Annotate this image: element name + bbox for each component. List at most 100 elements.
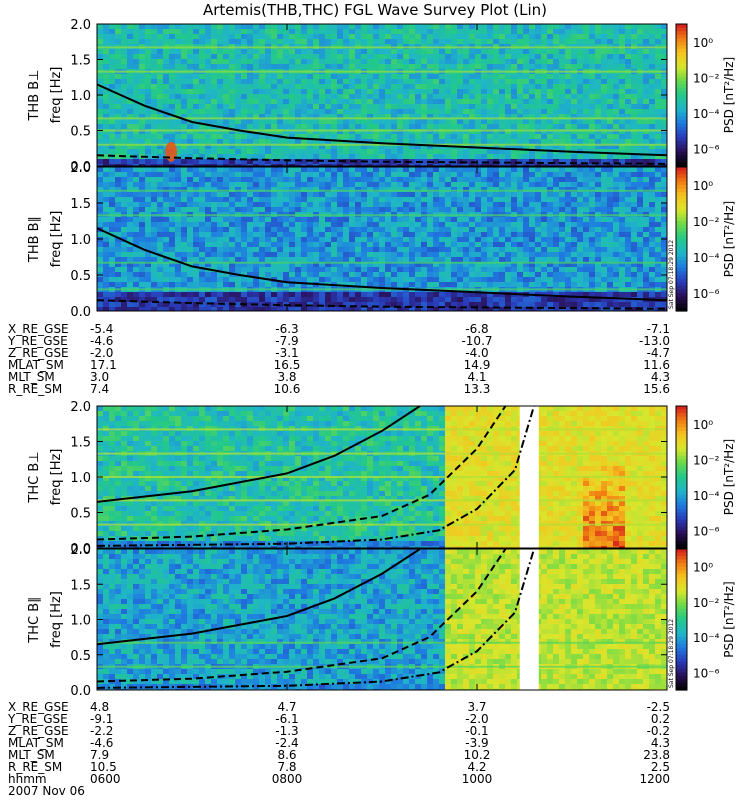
timestamp-stamp: Sat Sep 07:18:29 2012 [668, 240, 675, 309]
ephem-value: 4.3 [651, 370, 670, 384]
ephem-value: 2.5 [651, 760, 670, 774]
ephem-value: 3.0 [90, 370, 109, 384]
ephem-value: 1000 [462, 772, 493, 786]
dashed-curve [97, 549, 507, 683]
ephem-value: -4.7 [647, 346, 670, 360]
colorbar-tick-label: 10⁻² [693, 215, 720, 229]
y-tick-label: 1.5 [70, 54, 91, 69]
y-tick-label: 1.0 [70, 471, 91, 486]
ephem-label: hhmm [8, 772, 47, 786]
ephem-value: 7.9 [90, 748, 109, 762]
ephem-value: -7.1 [647, 322, 670, 336]
solid-curve [97, 406, 421, 503]
ephem-value: 7.8 [277, 760, 296, 774]
y-tick-label: 0.0 [70, 684, 91, 699]
ephem-value: -6.8 [465, 322, 488, 336]
ephem-value: 17.1 [90, 358, 117, 372]
ephem-value: 13.3 [464, 382, 491, 396]
ephem-value: 11.6 [643, 358, 670, 372]
ephem-value: -4.6 [90, 736, 113, 750]
ephem-label: Z_RE_GSE [8, 724, 69, 738]
ephem-value: -6.1 [275, 712, 298, 726]
y-tick-label: 0.0 [70, 305, 91, 320]
solid-curve [97, 549, 421, 646]
ephem-value: 4.1 [467, 370, 486, 384]
y-tick-label: 1.5 [70, 578, 91, 593]
freq-axis-label: freq [Hz] [49, 211, 64, 268]
ephem-value: -2.5 [647, 700, 670, 714]
freq-axis-label: freq [Hz] [49, 67, 64, 124]
ephem-value: -7.9 [275, 334, 298, 348]
ephem-value: 4.3 [651, 736, 670, 750]
freq-axis-label: freq [Hz] [49, 591, 64, 648]
colorbar-tick-label: 10⁻² [693, 71, 720, 85]
ephem-value: 4.7 [277, 700, 296, 714]
ephem-label: MLAT_SM [8, 358, 64, 372]
colorbar-tick-label: 10⁻⁶ [693, 666, 720, 680]
colorbar-tick-label: 10⁰ [693, 36, 713, 50]
spectrogram-panel-4: 0.0 0.5 1.0 1.5 2.0 THC B∥ freq [Hz] 10⁰ 10⁻² 10⁻… [27, 543, 736, 699]
bright-spot [165, 141, 178, 162]
spectrogram-panel-3: 0.0 0.5 1.0 1.5 2.0 THC B⊥ freq [Hz] 10⁰ 10⁻² 10⁻… [27, 400, 736, 557]
solid-curve [97, 83, 667, 157]
ephemeris-thc: X_RE_GSE 4.8 4.7 3.7 -2.5 Y_RE_GSE -9.1 -6.1 -2.… [7, 700, 670, 786]
ephem-value: 10.6 [274, 382, 301, 396]
ephem-value: 10.5 [90, 760, 117, 774]
ephem-value: 1200 [639, 772, 670, 786]
colorbar-tick-label: 10⁻⁴ [693, 489, 720, 503]
colorbar-tick-label: 10⁰ [693, 418, 713, 432]
colorbar-label: PSD [nT²/Hz] [722, 581, 736, 657]
panel-ylabel: THB B∥ [27, 216, 42, 263]
ephem-value: 23.8 [643, 748, 670, 762]
y-tick-label: 0.5 [70, 649, 91, 664]
ephem-value: -3.1 [275, 346, 298, 360]
ephem-label: R_RE_SM [8, 760, 62, 774]
dashed-curve [97, 406, 507, 541]
ephem-label: Z_RE_GSE [8, 346, 69, 360]
ephem-value: 0.2 [651, 712, 670, 726]
ephem-value: -2.2 [90, 724, 113, 738]
ephem-value: 3.7 [467, 700, 486, 714]
ephem-value: -0.2 [647, 724, 670, 738]
colorbar-label: PSD [nT²/Hz] [722, 201, 736, 277]
colorbar-tick-label: 10⁻⁶ [693, 287, 720, 301]
y-tick-label: 1.5 [70, 436, 91, 451]
data-gap [519, 549, 539, 690]
panel-ylabel: THB B⊥ [27, 69, 42, 121]
date-label: 2007 Nov 06 [8, 784, 85, 798]
ephem-value: -0.1 [465, 724, 488, 738]
colorbar-tick-label: 10⁻⁶ [693, 524, 720, 538]
spectrogram-image [97, 549, 667, 690]
ephem-value: 8.6 [277, 748, 296, 762]
y-tick-label: 0.0 [70, 160, 91, 175]
y-tick-label: 0.5 [70, 507, 91, 522]
y-tick-label: 2.0 [70, 543, 91, 558]
dotted-curve [97, 549, 535, 689]
colorbar-label: PSD [nT²/Hz] [722, 57, 736, 133]
colorbar-tick-label: 10⁻² [693, 596, 720, 610]
ephem-value: -1.3 [275, 724, 298, 738]
y-tick-label: 1.0 [70, 233, 91, 248]
ephem-value: -2.4 [275, 736, 298, 750]
ephem-label: R_RE_SM [8, 382, 62, 396]
ephem-value: 15.6 [643, 382, 670, 396]
ephem-label: MLT_SM [8, 370, 55, 384]
colorbar-tick-label: 10⁻⁴ [693, 631, 720, 645]
ephem-value: 14.9 [464, 358, 491, 372]
spectrogram-image [97, 167, 667, 311]
ephem-value: -4.6 [90, 334, 113, 348]
y-tick-label: 0.5 [70, 125, 91, 140]
panel-ylabel: THC B⊥ [27, 451, 42, 503]
ephemeris-thb: X_RE_GSE -5.4 -6.3 -6.8 -7.1 Y_RE_GSE -4.6 -7.9… [7, 322, 670, 396]
y-tick-label: 1.0 [70, 614, 91, 629]
chart-title: Artemis(THB,THC) FGL Wave Survey Plot (L… [202, 1, 548, 19]
data-gap [519, 406, 539, 548]
freq-axis-label: freq [Hz] [49, 449, 64, 506]
ephem-value: 0600 [90, 772, 121, 786]
solid-curve [97, 227, 667, 302]
colorbar-tick-label: 10⁻⁶ [693, 142, 720, 156]
